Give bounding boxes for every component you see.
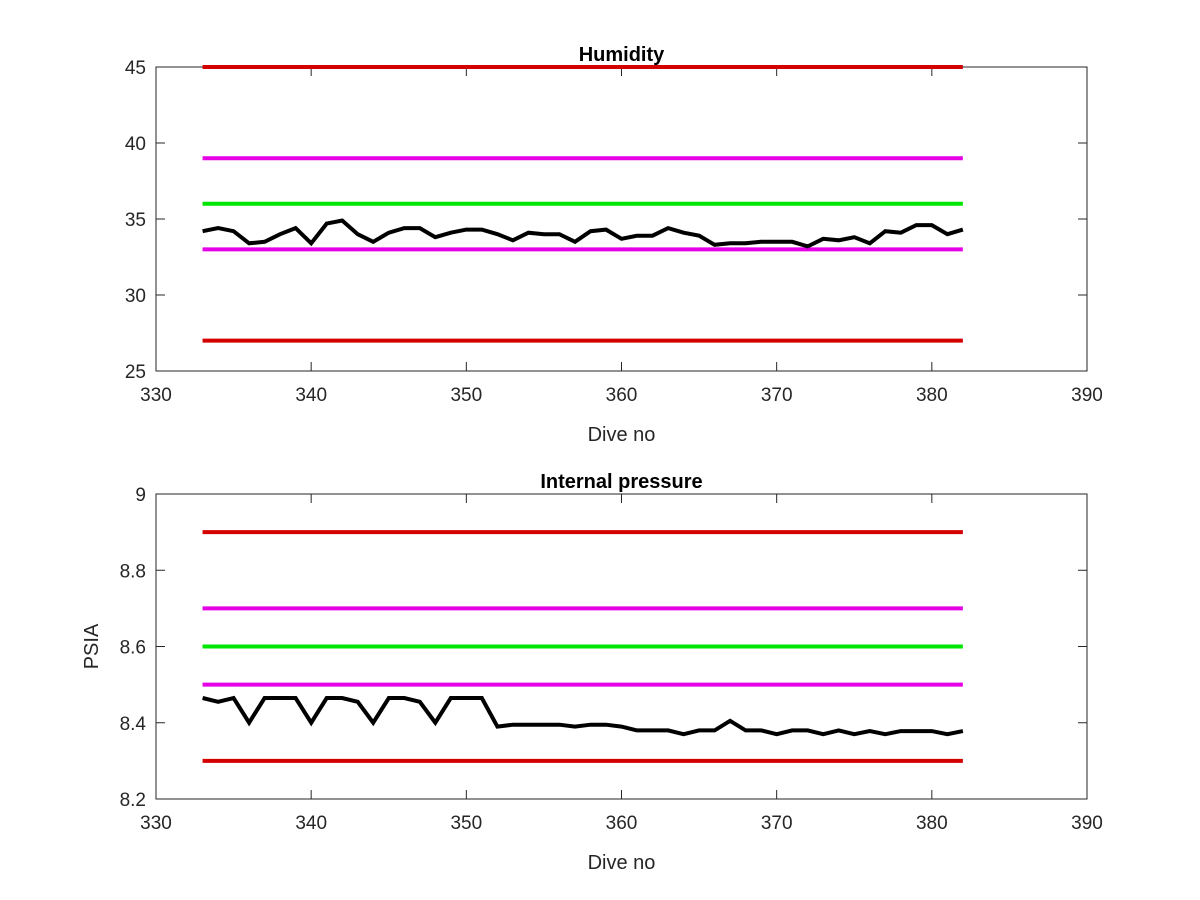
humidity-y-tick-label: 45 [125, 58, 146, 79]
humidity-x-axis-label: Dive no [588, 424, 656, 446]
humidity-y-tick-label: 30 [125, 286, 146, 307]
pressure-y-axis-label: PSIA [81, 623, 103, 669]
pressure-x-tick-label: 330 [140, 813, 172, 834]
humidity-x-tick-label: 360 [606, 385, 638, 406]
humidity-panel: 330 340 350 360 370 380 390 25 30 35 40 45 Humidity D… [125, 44, 1103, 446]
humidity-x-tick-label: 380 [916, 385, 948, 406]
pressure-y-tick-label: 8.4 [120, 714, 147, 735]
pressure-x-tick-label: 340 [295, 813, 327, 834]
pressure-y-tick-label: 9 [135, 485, 146, 506]
pressure-chart-title: Internal pressure [540, 471, 702, 493]
humidity-x-tick-label: 330 [140, 385, 172, 406]
humidity-y-tick-label: 40 [125, 134, 146, 155]
humidity-x-tick-label: 370 [761, 385, 793, 406]
pressure-y-tick-label: 8.6 [120, 638, 146, 659]
pressure-x-tick-label: 380 [916, 813, 948, 834]
humidity-series-line [202, 218, 964, 249]
humidity-y-tick-label: 35 [125, 210, 146, 231]
humidity-x-tick-label: 350 [450, 385, 482, 406]
pressure-series-line [202, 695, 964, 737]
pressure-y-tick-label: 8.8 [120, 561, 146, 582]
pressure-y-tick-label: 8.2 [120, 790, 146, 811]
pressure-x-tick-label: 390 [1071, 813, 1103, 834]
pressure-x-tick-label: 360 [606, 813, 638, 834]
pressure-x-axis-label: Dive no [588, 852, 656, 874]
internal-pressure-panel: 330 340 350 360 370 380 390 8.2 8.4 8.6 8.8 9 Intern… [81, 471, 1103, 874]
pressure-x-tick-label: 370 [761, 813, 793, 834]
humidity-x-tick-label: 340 [295, 385, 327, 406]
pressure-x-tick-label: 350 [450, 813, 482, 834]
humidity-x-tick-label: 390 [1071, 385, 1103, 406]
humidity-y-tick-label: 25 [125, 362, 146, 383]
humidity-chart-title: Humidity [579, 44, 665, 66]
humidity-axes-frame [155, 66, 1088, 372]
